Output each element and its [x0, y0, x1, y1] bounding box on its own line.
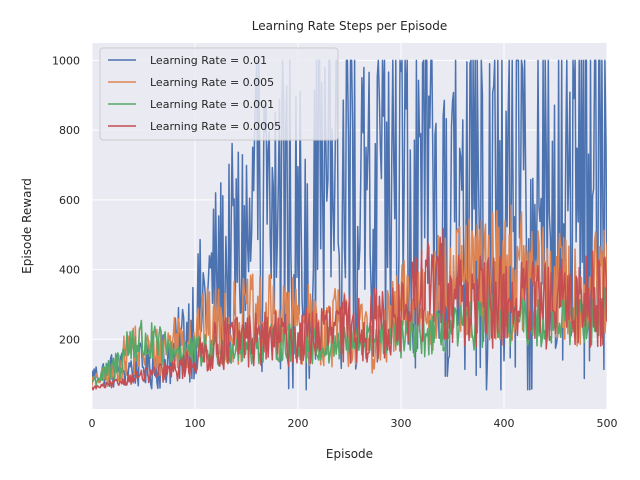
x-tick-label: 0 [89, 417, 96, 430]
legend-entry: Learning Rate = 0.005 [150, 76, 274, 89]
y-tick-label: 200 [59, 333, 80, 346]
legend-entry: Learning Rate = 0.0005 [150, 120, 281, 133]
x-axis-label: Episode [326, 447, 373, 461]
x-tick-label: 500 [597, 417, 618, 430]
y-tick-label: 600 [59, 194, 80, 207]
series-line [92, 227, 607, 391]
x-tick-label: 200 [288, 417, 309, 430]
legend-entry: Learning Rate = 0.001 [150, 98, 274, 111]
x-tick-label: 400 [494, 417, 515, 430]
y-tick-label: 1000 [52, 54, 80, 67]
chart-title: Learning Rate Steps per Episode [252, 19, 448, 33]
legend-box [99, 47, 339, 141]
x-tick-label: 100 [185, 417, 206, 430]
x-tick-label: 300 [391, 417, 412, 430]
legend-entry: Learning Rate = 0.01 [150, 54, 267, 67]
y-tick-label: 400 [59, 264, 80, 277]
legend: Learning Rate = 0.01 Learning Rate = 0.00… [99, 47, 339, 141]
series-lines [92, 59, 607, 391]
tick-labels: 0 100 200 300 400 500 200 400 600 800 1000 [52, 54, 618, 430]
y-axis-label: Episode Reward [20, 178, 34, 274]
y-tick-label: 800 [59, 124, 80, 137]
